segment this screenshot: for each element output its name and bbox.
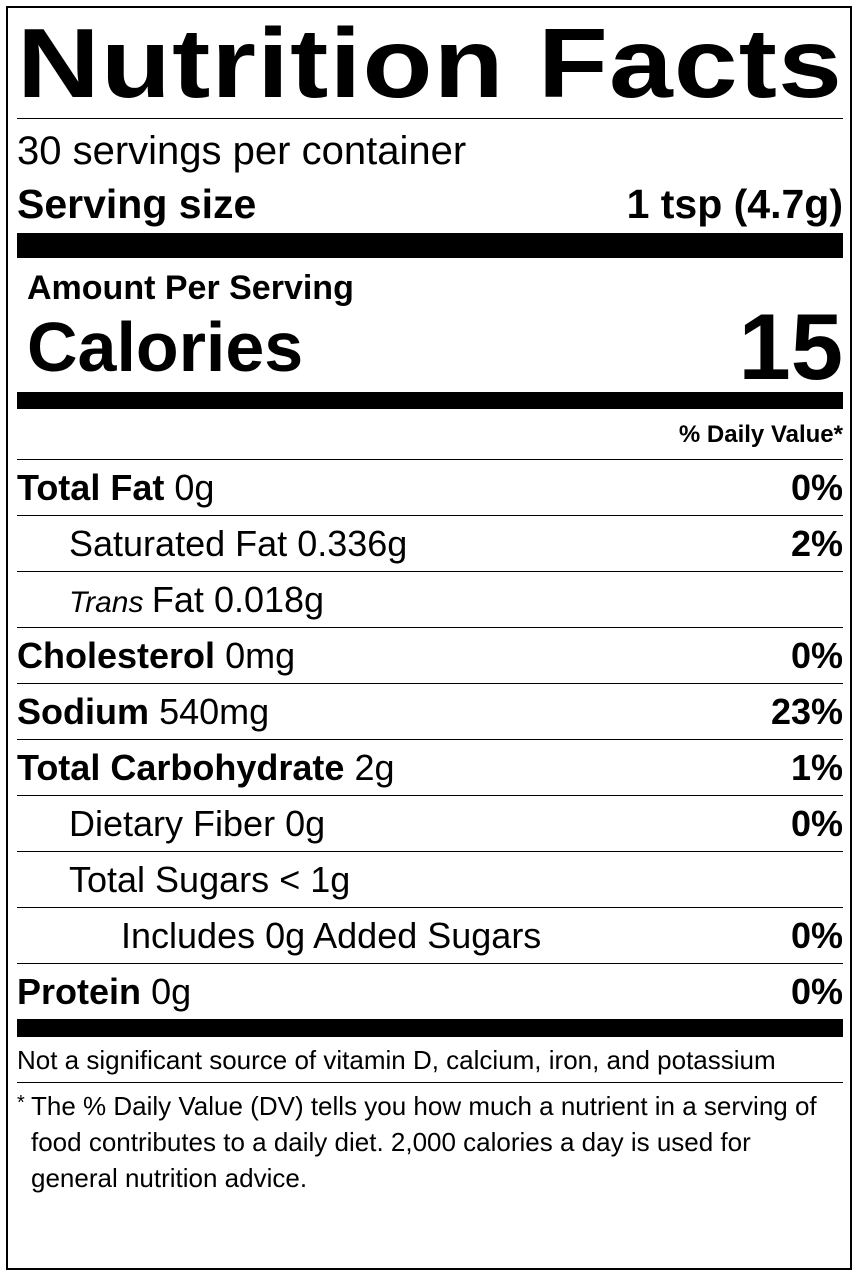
nutrient-name: Total Sugars [69, 858, 270, 900]
daily-value: 0% [790, 634, 843, 676]
footnote: * The % Daily Value (DV) tells you how m… [17, 1083, 843, 1196]
thick-bar [17, 392, 843, 409]
nutrient-amount: 0g [285, 802, 326, 844]
nutrient-row: Total Fat 0g 0% [17, 460, 843, 516]
nutrient-name: Total Fat [17, 466, 165, 508]
note: Not a significant source of vitamin D, c… [17, 1037, 843, 1083]
nutrient-name: Fat [151, 578, 204, 620]
nutrient-row: Sodium 540mg 23% [17, 684, 843, 740]
daily-value: 0% [790, 466, 843, 508]
nutrient-row: Saturated Fat 0.336g 2% [17, 516, 843, 572]
nutrient-amount: < 1g [279, 858, 351, 900]
nutrient-row: Total Carbohydrate 2g 1% [17, 740, 843, 796]
title-row: Nutrition Facts [17, 8, 843, 119]
calories-value: 15 [738, 294, 843, 399]
serving-size-value: 1 tsp (4.7g) [626, 181, 843, 227]
daily-value: 1% [790, 746, 843, 788]
daily-value: 23% [770, 690, 843, 732]
serving-size-row: Serving size 1 tsp (4.7g) [17, 179, 843, 231]
nutrition-label: Nutrition Facts 30 servings per containe… [6, 6, 852, 1270]
nutrient-row: Protein 0g 0% [17, 964, 843, 1019]
nutrient-name: Cholesterol [17, 634, 216, 676]
nutrient-name: Saturated Fat [69, 522, 288, 564]
calories-label: Calories [27, 308, 304, 386]
nutrient-amount: 0g [151, 970, 192, 1012]
daily-value: 2% [790, 522, 843, 564]
nutrient-amount: 0.018g [213, 578, 325, 620]
nutrient-row: Trans Fat 0.018g [17, 572, 843, 628]
nutrient-row: Dietary Fiber 0g 0% [17, 796, 843, 852]
nutrient-row: Includes 0g Added Sugars 0% [17, 908, 843, 964]
nutrient-amount: 0mg [225, 634, 296, 676]
calories-row: Calories 15 [17, 294, 843, 399]
thick-bar [17, 1019, 843, 1037]
nutrient-row: Cholesterol 0mg 0% [17, 628, 843, 684]
serving-size-label: Serving size [17, 181, 257, 227]
daily-value: 0% [790, 802, 843, 844]
title: Nutrition Facts [17, 8, 843, 118]
amount-per-serving: Amount Per Serving [27, 269, 354, 307]
servings: 30 servings per container [17, 129, 467, 173]
footnote-text: The % Daily Value (DV) tells you how muc… [31, 1091, 817, 1193]
nutrient-amount: 0g [174, 466, 215, 508]
daily-value: 0% [790, 914, 843, 956]
nutrient-amount: 2g [354, 746, 395, 788]
nutrient-rows: Total Fat 0g 0% Saturated Fat 0.336g 2% Tran… [17, 460, 843, 1019]
nutrient-row: Total Sugars < 1g [17, 852, 843, 908]
daily-value-header: % Daily Value* [17, 409, 843, 460]
nutrient-name: Total Carbohydrate [17, 746, 345, 788]
nutrient-name: Protein [17, 970, 142, 1012]
nutrient-name: Sodium [17, 690, 149, 732]
nutrient-name-italic: Trans [69, 585, 144, 619]
nutrient-amount: 0.336g [297, 522, 408, 564]
nutrient-name: Includes 0g Added Sugars [121, 914, 542, 956]
footnote-mark: * [17, 1092, 25, 1114]
daily-value: 0% [790, 970, 843, 1012]
nutrient-name: Dietary Fiber [69, 802, 276, 844]
nutrient-amount: 540mg [159, 690, 270, 732]
thick-bar [17, 233, 843, 258]
